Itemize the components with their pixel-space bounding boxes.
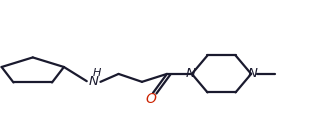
- Text: H: H: [93, 68, 101, 78]
- Text: N: N: [185, 67, 195, 80]
- Text: N: N: [89, 75, 99, 88]
- Text: N: N: [248, 67, 258, 80]
- Text: O: O: [146, 92, 157, 106]
